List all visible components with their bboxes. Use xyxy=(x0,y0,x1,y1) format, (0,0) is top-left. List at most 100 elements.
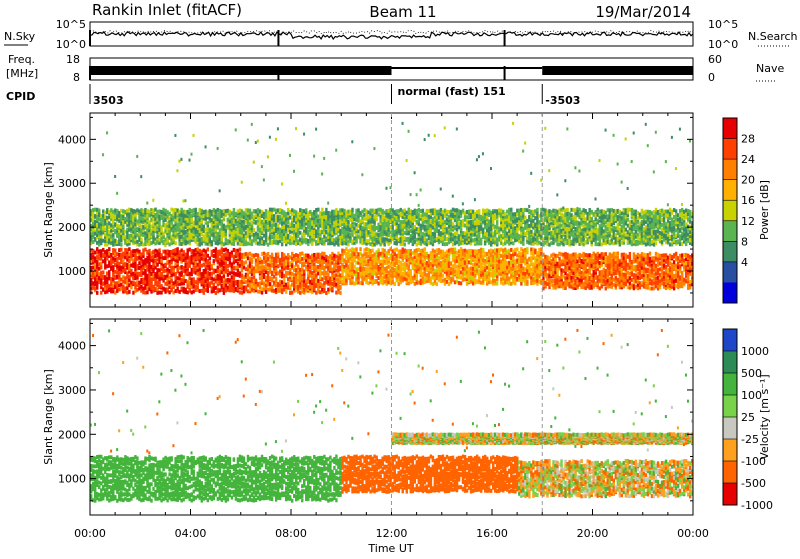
echo-cell xyxy=(474,198,476,201)
echo-cell xyxy=(116,192,118,195)
echo-cell xyxy=(295,127,297,130)
echo-cell xyxy=(442,243,444,246)
echo-cell xyxy=(176,169,178,172)
echo-cell xyxy=(195,231,197,234)
echo-cell xyxy=(375,217,377,221)
echo-cell xyxy=(377,248,379,252)
echo-cell xyxy=(484,241,486,244)
nave-label: Nave xyxy=(756,62,784,75)
echo-cell xyxy=(261,165,263,168)
echo-cell xyxy=(184,199,186,202)
echo-cell xyxy=(339,285,341,289)
echo-cell xyxy=(313,155,315,158)
echo-cell xyxy=(406,159,408,162)
echo-cell xyxy=(182,199,184,202)
nsky-tick-top: 10^5 xyxy=(56,18,86,31)
echo-cell xyxy=(462,202,464,205)
echo-cell xyxy=(460,227,462,231)
echo-cell xyxy=(122,215,124,218)
nave-tick-bottom: 0 xyxy=(708,71,715,84)
echo-cell xyxy=(492,211,494,214)
echo-cell xyxy=(482,248,484,252)
echo-cell xyxy=(394,282,396,286)
station-title: Rankin Inlet (fitACF) xyxy=(92,1,242,19)
echo-cell xyxy=(321,208,323,212)
echo-cell xyxy=(275,277,277,281)
echo-cell xyxy=(235,128,237,131)
echo-cell xyxy=(257,140,259,143)
echo-cell xyxy=(108,247,110,251)
echo-cell xyxy=(277,127,279,130)
echo-cell xyxy=(331,287,333,291)
echo-cell xyxy=(269,136,271,139)
echo-cell xyxy=(422,214,424,217)
echo-cell xyxy=(136,155,138,158)
echo-cell xyxy=(253,228,255,232)
echo-cell xyxy=(309,240,311,243)
freq-unit-label: [MHz] xyxy=(6,67,38,80)
echo-cell xyxy=(434,134,436,137)
echo-cell xyxy=(329,236,331,239)
echo-cell xyxy=(176,286,178,290)
echo-cell xyxy=(253,161,255,164)
freq-trace xyxy=(90,66,693,80)
echo-cell xyxy=(158,248,160,252)
echo-cell xyxy=(476,158,478,161)
freq-fill xyxy=(90,66,392,75)
echo-cell xyxy=(118,214,120,217)
echo-cell xyxy=(452,195,454,198)
freq-label: Freq. xyxy=(8,53,35,66)
echo-cell xyxy=(396,231,398,234)
echo-cell xyxy=(211,219,213,222)
echo-cell xyxy=(420,188,422,191)
echo-cell xyxy=(369,228,371,231)
echo-cell xyxy=(120,248,122,252)
echo-cell xyxy=(359,247,361,251)
echo-cell xyxy=(126,231,128,234)
echo-cell xyxy=(414,171,416,174)
echo-cell xyxy=(114,175,116,178)
echo-cell xyxy=(271,253,273,257)
echo-cell xyxy=(150,208,152,211)
echo-cell xyxy=(355,247,357,251)
echo-cell xyxy=(428,134,430,137)
echo-cell xyxy=(351,140,353,143)
echo-cell xyxy=(299,217,301,220)
echo-cell xyxy=(448,256,450,260)
echo-cell xyxy=(154,237,156,240)
cpid-label: CPID xyxy=(6,90,35,103)
echo-cell xyxy=(174,241,176,245)
echo-cell xyxy=(410,193,412,196)
nsky-tick-bottom: 10^0 xyxy=(56,38,86,51)
echo-cell xyxy=(255,279,257,283)
echo-cell xyxy=(188,159,190,162)
echo-cell xyxy=(440,188,442,191)
echo-cell xyxy=(225,232,227,236)
echo-cell xyxy=(373,147,375,150)
echo-cell xyxy=(293,170,295,173)
echo-cell xyxy=(140,175,142,178)
echo-cell xyxy=(94,232,96,235)
echo-cell xyxy=(195,208,197,212)
echo-cell xyxy=(371,249,373,253)
echo-cell xyxy=(460,281,462,285)
echo-cell xyxy=(287,225,289,228)
echo-cell xyxy=(303,133,305,136)
echo-cell xyxy=(339,291,341,295)
echo-cell xyxy=(106,280,108,284)
echo-cell xyxy=(327,273,329,277)
nsky-label: N.Sky xyxy=(4,30,36,43)
echo-cell xyxy=(263,178,265,181)
echo-cell xyxy=(219,189,221,192)
echo-cell xyxy=(265,234,267,237)
echo-cell xyxy=(285,290,287,294)
echo-cell xyxy=(351,208,353,212)
echo-cell xyxy=(468,221,470,224)
echo-cell xyxy=(478,155,480,158)
echo-cell xyxy=(496,282,498,286)
cpid-segment-label: 3503 xyxy=(93,94,124,107)
echo-cell xyxy=(283,222,285,225)
echo-cell xyxy=(106,131,108,134)
echo-cell xyxy=(301,227,303,230)
